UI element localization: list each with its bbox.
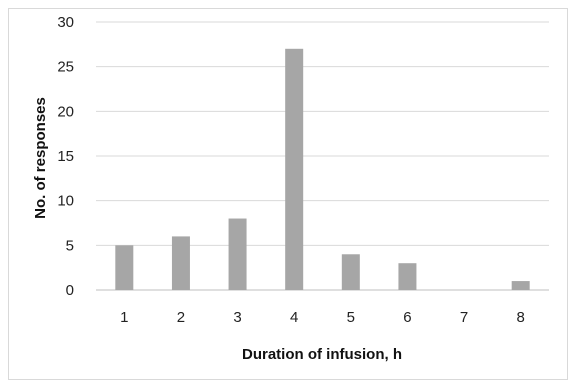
bar-4 bbox=[285, 48, 304, 290]
y-tick-label: 15 bbox=[57, 148, 74, 165]
bar-6 bbox=[398, 263, 417, 290]
x-tick-label: 2 bbox=[177, 309, 185, 326]
gridlines bbox=[96, 21, 549, 291]
x-tick-label: 6 bbox=[403, 309, 411, 326]
y-tick-label: 20 bbox=[57, 103, 74, 120]
x-tick-labels: 1 2 3 4 5 6 7 8 bbox=[120, 309, 525, 326]
y-tick-label: 30 bbox=[57, 14, 74, 31]
y-tick-label: 5 bbox=[66, 237, 74, 254]
y-axis-title: No. of responses bbox=[32, 97, 49, 219]
bar-5 bbox=[341, 254, 360, 290]
x-tick-label: 3 bbox=[233, 309, 241, 326]
y-tick-label: 25 bbox=[57, 59, 74, 76]
x-tick-label: 5 bbox=[347, 309, 355, 326]
bar-1 bbox=[115, 245, 134, 290]
bar-2 bbox=[171, 236, 190, 290]
x-tick-label: 7 bbox=[460, 309, 468, 326]
bars bbox=[115, 48, 530, 290]
bar-3 bbox=[228, 218, 247, 290]
x-tick-label: 4 bbox=[290, 309, 298, 326]
bar-8 bbox=[511, 281, 530, 290]
x-axis-title: Duration of infusion, h bbox=[242, 346, 402, 363]
x-tick-label: 1 bbox=[120, 309, 128, 326]
y-tick-label: 0 bbox=[66, 282, 74, 299]
y-tick-labels: 0 5 10 15 20 25 30 bbox=[57, 14, 74, 299]
x-tick-label: 8 bbox=[517, 309, 525, 326]
y-tick-label: 10 bbox=[57, 193, 74, 210]
